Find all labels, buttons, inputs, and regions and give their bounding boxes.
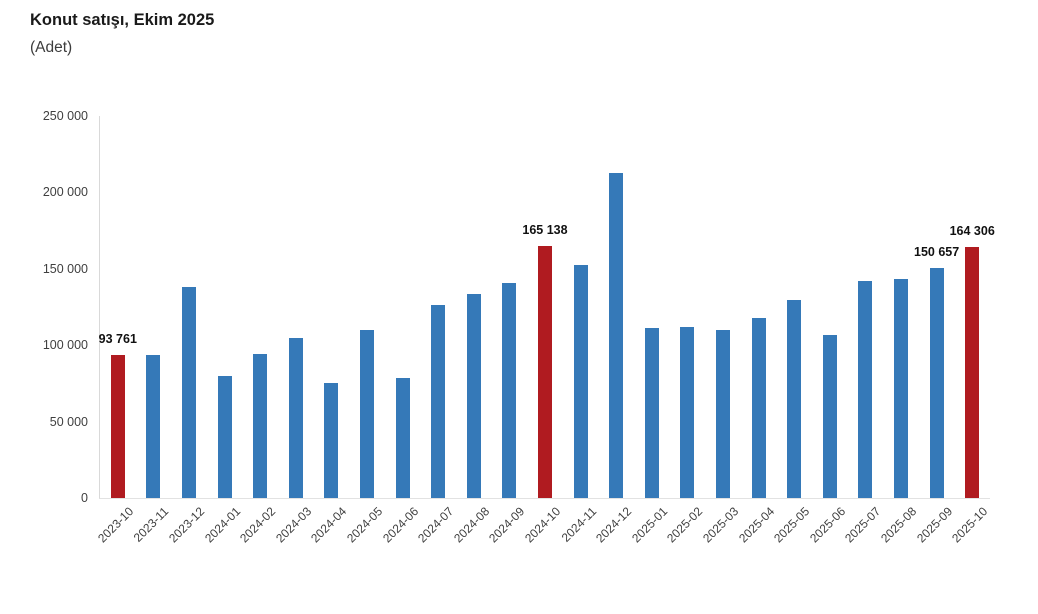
x-tick-label: 2024-07 — [415, 504, 457, 546]
plot-area: 2023-10 2023-11 2023-12 2024-01 2024-02 2024-… — [95, 116, 995, 545]
bar-value-label: 150 657 — [914, 245, 960, 259]
y-tick-label: 250 000 — [42, 109, 88, 123]
bar-2025-10 — [965, 247, 980, 498]
bar-2024-03 — [288, 338, 303, 498]
x-tick-label: 2025-04 — [735, 504, 777, 546]
bar-2025-09 — [929, 268, 944, 498]
x-tick-label: 2025-07 — [842, 504, 884, 546]
bar-2025-05 — [787, 300, 802, 498]
bar-2023-10 — [110, 355, 125, 498]
bar-2024-05 — [360, 330, 374, 498]
x-tick-label: 2025-06 — [806, 504, 848, 546]
bar-2025-07 — [858, 281, 873, 498]
y-tick-label: 50 000 — [49, 414, 88, 429]
bar-2024-06 — [395, 378, 410, 498]
y-tick-label: 200 000 — [42, 185, 88, 200]
x-tick-label: 2024-10 — [522, 504, 564, 546]
y-tick-label: 0 — [81, 491, 88, 505]
bar-2025-06 — [822, 335, 837, 498]
x-tick-label: 2024-04 — [308, 504, 350, 546]
bar-2024-08 — [466, 294, 481, 498]
x-tick-label: 2025-03 — [700, 504, 742, 546]
x-tick-label: 2024-11 — [558, 504, 599, 545]
x-tick-label: 2025-05 — [771, 504, 813, 546]
bar-value-label: 165 138 — [522, 223, 568, 237]
bar-2025-02 — [680, 327, 695, 498]
y-tick-label: 150 000 — [42, 261, 88, 276]
y-tick-label: 100 000 — [42, 338, 88, 353]
x-tick-label: 2024-02 — [237, 504, 279, 546]
bar-2024-09 — [502, 283, 517, 498]
x-tick-label: 2023-11 — [131, 504, 172, 545]
bar-2024-10 — [538, 246, 552, 498]
bar-2024-04 — [324, 383, 339, 498]
y-axis-labels: 250 000 200 000 150 000 100 000 50 000 0 — [0, 0, 88, 614]
x-tick-label: 2024-08 — [450, 504, 492, 546]
x-tick-label: 2024-03 — [272, 504, 314, 546]
x-tick-label: 2023-10 — [94, 504, 136, 546]
x-tick-label: 2025-09 — [913, 504, 955, 546]
bar-2025-04 — [751, 318, 766, 498]
x-tick-label: 2023-12 — [166, 504, 208, 546]
bar-value-label: 93 761 — [98, 332, 137, 346]
x-tick-label: 2025-01 — [628, 504, 670, 546]
bar-2025-08 — [894, 279, 908, 498]
bar-2024-07 — [431, 305, 446, 498]
chart-subtitle: (Adet) — [30, 39, 73, 56]
x-tick-label: 2024-01 — [201, 504, 243, 546]
bar-2024-02 — [253, 354, 268, 498]
bar-value-label: 164 306 — [949, 224, 995, 238]
bar-2025-03 — [716, 330, 730, 498]
bar-2024-01 — [217, 376, 232, 498]
x-tick-label: 2025-10 — [949, 504, 991, 546]
bar-2024-12 — [609, 173, 624, 498]
x-tick-label: 2024-05 — [344, 504, 386, 546]
bar-2025-01 — [644, 328, 659, 498]
x-tick-label: 2025-08 — [878, 504, 920, 546]
x-tick-label: 2024-12 — [593, 504, 635, 546]
x-tick-label: 2024-09 — [486, 504, 528, 546]
chart-title: Konut satışı, Ekim 2025 — [30, 11, 215, 29]
bar-2024-11 — [573, 265, 588, 498]
x-tick-label: 2024-06 — [379, 504, 421, 546]
x-tick-label: 2025-02 — [664, 504, 706, 546]
bar-2023-12 — [182, 287, 196, 498]
bar-2023-11 — [146, 355, 161, 498]
